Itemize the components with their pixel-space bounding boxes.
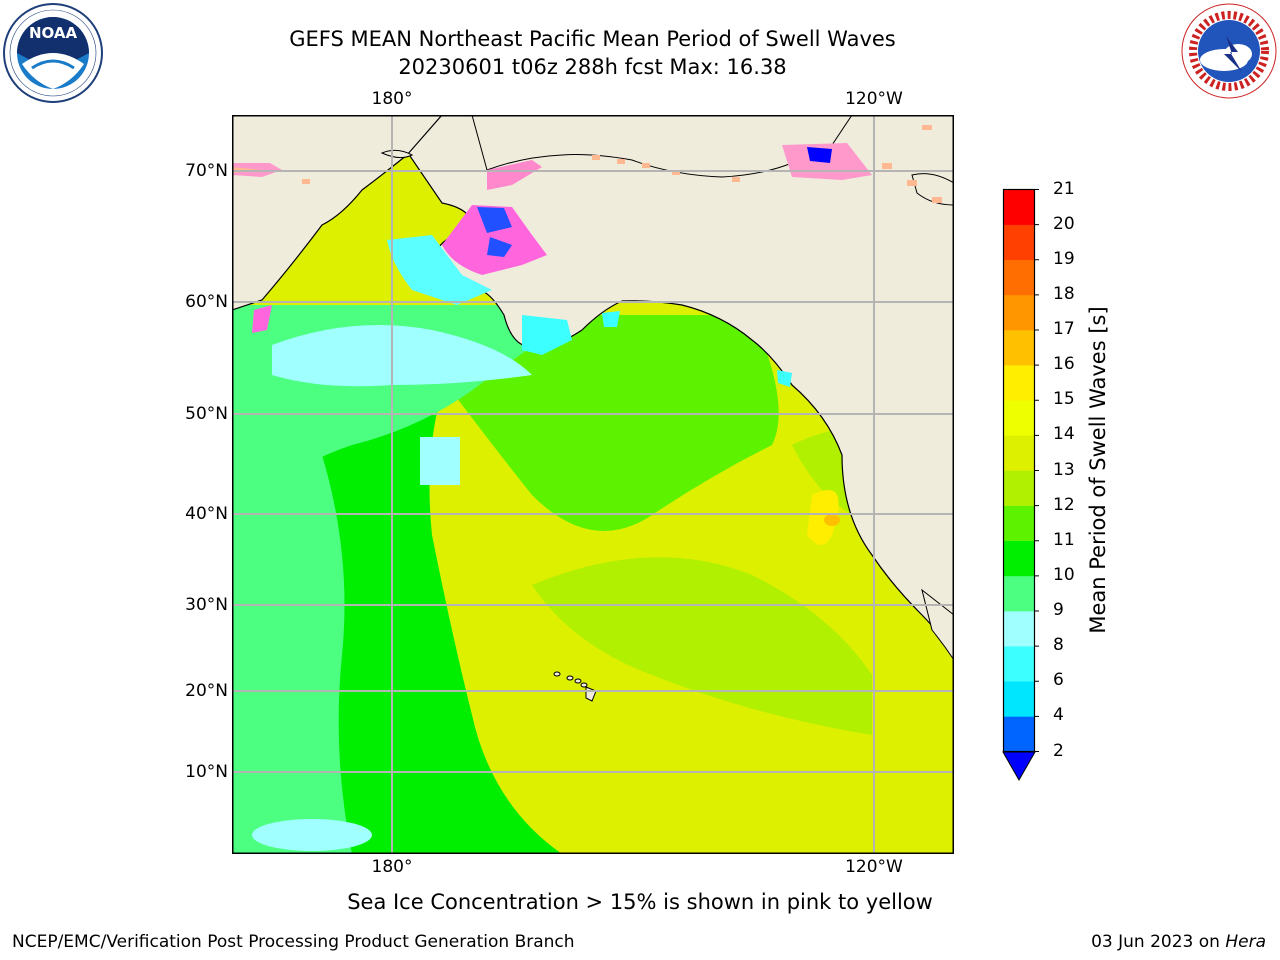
lon-label-top-180: 180° [371, 89, 413, 109]
lat-label-40n: 40°N [185, 504, 228, 524]
sea-ice-note: Sea Ice Concentration > 15% is shown in … [0, 890, 1280, 914]
colorbar-tick-label: 19 [1053, 248, 1075, 269]
colorbar-tick-label: 8 [1053, 635, 1064, 656]
swell-region-9s [272, 325, 532, 387]
colorbar-segment [1003, 330, 1035, 366]
plot-subtitle: 20230601 t06z 288h fcst Max: 16.38 [398, 55, 787, 79]
colorbar-tick-label: 12 [1053, 494, 1075, 515]
colorbar-tick-label: 10 [1053, 564, 1075, 585]
swell-max-16s [824, 514, 840, 526]
nws-logo-icon [1181, 3, 1277, 99]
colorbar-segment [1003, 540, 1035, 577]
map-frame [232, 115, 954, 854]
colorbar-title: Mean Period of Swell Waves [s] [1086, 306, 1110, 634]
colorbar-tick-label: 20 [1053, 213, 1075, 234]
colorbar-under-triangle [1002, 751, 1036, 782]
colorbar-tick-label: 17 [1053, 319, 1075, 339]
colorbar-tick-label: 13 [1053, 459, 1075, 480]
colorbar-segment [1003, 435, 1035, 471]
lon-label-bottom-180: 180° [371, 857, 413, 877]
lon-label-top-120w: 120°W [845, 89, 903, 109]
colorbar-segment [1003, 681, 1035, 717]
colorbar [1002, 188, 1039, 782]
colorbar-segment [1003, 189, 1035, 225]
colorbar-tick-label: 15 [1053, 389, 1075, 410]
svg-text:NOAA: NOAA [29, 24, 78, 42]
footer-date-text: 03 Jun 2023 on [1091, 932, 1220, 952]
sea-ice-note-text: Sea Ice Concentration > 15% is shown in … [347, 890, 933, 914]
colorbar-tick-label: 11 [1053, 529, 1075, 550]
noaa-logo-icon: NOAA [3, 3, 103, 103]
colorbar-segment [1003, 259, 1035, 296]
colorbar-segment [1003, 294, 1035, 331]
colorbar-segment [1003, 365, 1035, 401]
colorbar-segment [1003, 646, 1035, 682]
lon-label-bottom-120w: 120°W [845, 857, 903, 877]
colorbar-tick-label: 4 [1053, 705, 1064, 726]
lat-label-70n: 70°N [185, 161, 228, 181]
lat-label-60n: 60°N [185, 292, 228, 312]
colorbar-tick-label: 9 [1053, 600, 1064, 620]
footer-date: 03 Jun 2023 on Hera [1091, 932, 1266, 952]
footer-host: Hera [1225, 932, 1266, 952]
sea-ice-edges [232, 125, 942, 387]
colorbar-tick-label: 21 [1053, 178, 1075, 199]
colorbar-tick-label: 14 [1053, 424, 1075, 445]
colorbar-tick-label: 18 [1053, 283, 1075, 304]
graticule [232, 115, 954, 854]
swell-patch-9s-south [252, 819, 372, 851]
colorbar-segment [1003, 716, 1035, 752]
colorbar-tick-label: 2 [1053, 740, 1064, 761]
colorbar-segment [1003, 505, 1035, 542]
plot-title: GEFS MEAN Northeast Pacific Mean Period … [289, 27, 896, 51]
colorbar-tick-label: 6 [1053, 670, 1064, 691]
colorbar-segment [1003, 224, 1035, 261]
lat-label-50n: 50°N [185, 404, 228, 424]
colorbar-segment [1003, 400, 1035, 436]
swell-patch-9s [420, 437, 460, 485]
colorbar-segment [1003, 575, 1035, 612]
colorbar-tick-label: 16 [1053, 354, 1075, 375]
swell-period-map [232, 115, 954, 854]
footer-credit: NCEP/EMC/Verification Post Processing Pr… [12, 932, 575, 952]
lat-label-20n: 20°N [185, 681, 228, 701]
siberia-land [232, 115, 443, 311]
lat-label-10n: 10°N [185, 762, 228, 782]
colorbar-segment [1003, 470, 1035, 506]
banks-island [911, 173, 954, 206]
swell-region-15s [807, 490, 839, 545]
colorbar-segment [1003, 611, 1035, 647]
lat-label-30n: 30°N [185, 595, 228, 615]
